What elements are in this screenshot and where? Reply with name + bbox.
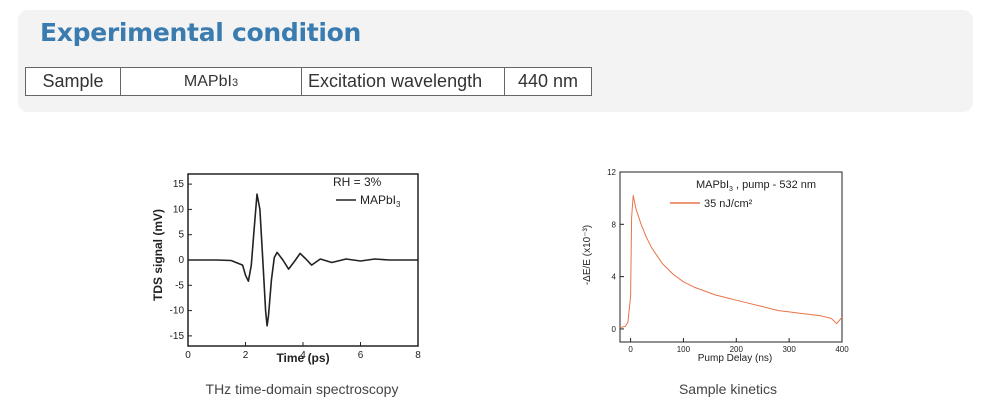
y-tick-label: 5: [178, 230, 184, 241]
series-line: [188, 193, 418, 327]
y-tick-label: 8: [612, 220, 617, 229]
x-tick-label: 2: [243, 350, 249, 361]
experimental-condition-panel: Experimental condition: [18, 10, 973, 112]
series-line: [619, 195, 843, 329]
y-tick-label: 4: [612, 273, 617, 282]
y-tick-label: 10: [173, 204, 185, 215]
y-tick-label: 15: [173, 179, 185, 190]
legend-label: 35 nJ/cm²: [704, 198, 753, 210]
x-axis-label: Pump Delay (ns): [698, 353, 772, 364]
y-tick-label: 0: [612, 325, 617, 334]
y-tick-label: -5: [175, 280, 184, 291]
sample-label: Sample: [25, 67, 121, 96]
x-tick-label: 300: [782, 345, 796, 354]
excitation-label: Excitation wavelength: [301, 67, 505, 96]
y-tick-label: 12: [607, 168, 616, 177]
x-tick-label: 400: [835, 345, 849, 354]
y-axis-label: TDS signal (mV): [151, 209, 165, 301]
thz-tds-chart: 0 2 4 6 8 -15 -10 -5 0 5 10 15 RH = 3% MAPbI3 Time …: [151, 173, 421, 365]
x-tick-label: 100: [677, 345, 691, 354]
plot-frame: [619, 171, 843, 343]
table-row: Sample MAPbI3 Excitation wavelength 440 …: [25, 67, 592, 96]
kinetics-chart: 0 100 200 300 400 0 4 8 12 MAPbI3 , pump - 532 n…: [582, 168, 849, 364]
legend-label: MAPbI3: [360, 193, 401, 209]
y-tick-label: 0: [178, 255, 184, 266]
x-axis-label: Time (ps): [276, 351, 329, 365]
x-tick-label: 6: [358, 350, 364, 361]
x-tick-label: 8: [415, 350, 421, 361]
chart-annotation: RH = 3%: [333, 175, 382, 189]
y-axis-label: -ΔE/E (x10⁻³): [582, 225, 593, 285]
x-tick-label: 4: [300, 350, 306, 361]
section-title: Experimental condition: [40, 18, 362, 47]
x-tick-label: 200: [730, 345, 744, 354]
y-tick-label: -15: [170, 331, 185, 342]
excitation-value: 440 nm: [504, 67, 592, 96]
figure-caption-left: THz time-domain spectroscopy: [205, 381, 399, 397]
y-tick-label: -10: [170, 306, 185, 317]
chart-annotation: MAPbI3 , pump - 532 nm: [696, 179, 816, 193]
figure-caption-right: Sample kinetics: [678, 381, 778, 397]
x-tick-label: 0: [185, 350, 191, 361]
condition-table: Sample MAPbI3 Excitation wavelength 440 …: [25, 67, 592, 96]
x-tick-label: 0: [628, 345, 633, 354]
sample-value: MAPbI3: [120, 67, 302, 96]
